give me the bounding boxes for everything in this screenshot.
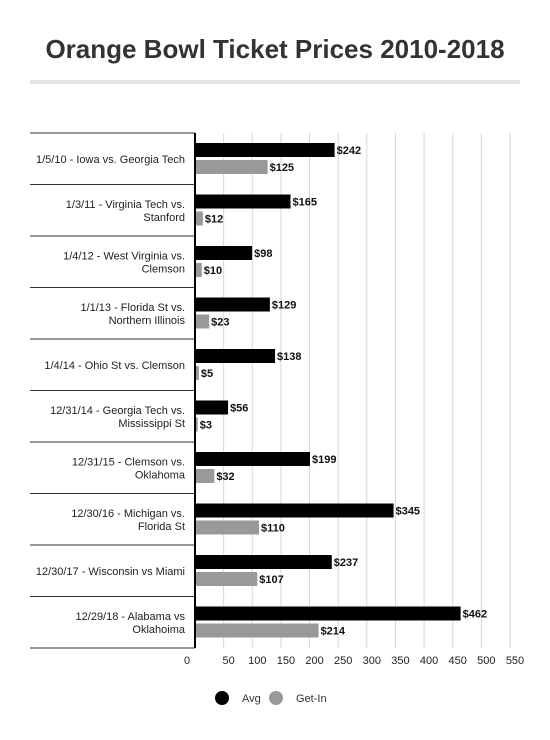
category-label: 1/4/12 - West Virginia vs. Clemson [63,250,185,275]
data-label: $214 [321,626,346,638]
data-label: $56 [230,403,248,415]
title-divider [30,80,520,84]
legend-label: Avg [242,693,261,705]
x-tick-label: 550 [506,655,524,667]
bar-get-in [196,211,203,226]
data-label: $242 [337,145,361,157]
chart-title: Orange Bowl Ticket Prices 2010-2018 [45,34,505,64]
data-label: $10 [204,265,222,277]
data-label: $23 [211,317,229,329]
category-label: 1/1/13 - Florida St vs. Northern Illinois [80,302,185,327]
category-label: 1/4/14 - Ohio St vs. Clemson [44,360,185,372]
bar-get-in [196,366,199,380]
labels: 1/5/10 - Iowa vs. Georgia Tech $242 $125 1/… [36,145,487,638]
data-label: $237 [334,557,358,569]
data-label: $98 [254,248,272,260]
category-label: 12/31/15 - Clemson vs. Oklahoma [72,456,186,481]
legend-swatch [269,691,283,705]
bar-get-in [196,520,259,535]
bar-get-in [196,623,319,638]
bar-avg [196,297,270,312]
legend-swatch [215,691,229,705]
x-tick-label: 200 [305,655,323,667]
legend: Avg Get-In [215,691,327,705]
bar-avg [196,606,461,621]
x-tick-label: 350 [391,655,409,667]
data-label: $345 [396,506,420,518]
category-label: 12/30/17 - Wisconsin vs Miami [36,566,185,578]
bars [196,143,461,638]
x-tick-label: 150 [277,655,295,667]
bar-get-in [196,160,268,174]
bar-get-in [196,417,198,432]
x-tick-label: 500 [477,655,495,667]
bar-get-in [196,314,210,329]
data-label: $107 [259,574,283,586]
data-label: $110 [261,523,285,535]
bar-get-in [196,263,202,277]
bar-avg [196,503,394,518]
category-label: 12/30/16 - Michigan vs. Florida St [71,508,185,533]
data-label: $165 [293,197,317,209]
bar-avg [196,452,310,466]
data-label: $462 [463,609,487,621]
x-axis-ticks: 0 50 100 150 200 250 300 350 400 450 500 550 [184,655,524,667]
x-tick-label: 450 [449,655,467,667]
bar-avg [196,194,291,209]
data-label: $129 [272,300,296,312]
data-label: $138 [277,351,301,363]
legend-label: Get-In [296,693,327,705]
bar-avg [196,143,335,157]
x-tick-label: 250 [334,655,352,667]
data-label: $12 [205,214,223,226]
bar-get-in [196,469,215,483]
x-tick-label: 100 [248,655,266,667]
bar-avg [196,555,332,569]
x-tick-label: 300 [363,655,381,667]
bar-get-in [196,572,258,586]
data-label: $3 [200,420,212,432]
bar-avg [196,246,253,260]
row-dividers [30,132,196,649]
category-label: 12/31/14 - Georgia Tech vs. Mississippi S… [50,405,185,430]
category-label: 1/5/10 - Iowa vs. Georgia Tech [36,154,185,166]
bar-avg [196,349,276,363]
bar-avg [196,400,229,415]
category-label: 12/29/18 - Alabama vs Oklahoima [76,611,186,636]
data-label: $199 [312,454,336,466]
grid-lines [223,133,511,648]
data-label: $5 [201,368,213,380]
x-tick-label: 0 [184,655,190,667]
category-label: 1/3/11 - Virginia Tech vs. Stanford [66,199,185,224]
x-tick-label: 400 [420,655,438,667]
data-label: $125 [270,162,294,174]
x-tick-label: 50 [223,655,235,667]
data-label: $32 [216,471,234,483]
